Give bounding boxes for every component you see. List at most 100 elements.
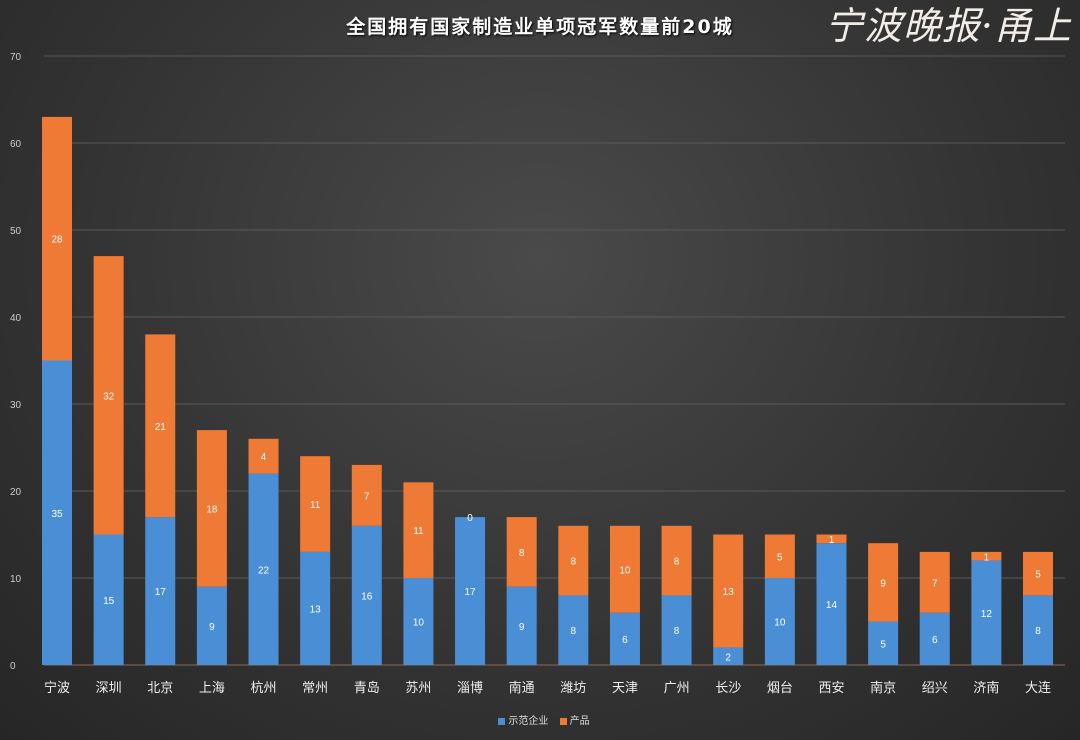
y-tick-label: 0 — [10, 661, 16, 672]
bar-product — [816, 534, 847, 544]
legend-label-enterprise: 示范企业 — [508, 716, 549, 727]
x-tick-label: 潍坊 — [560, 681, 586, 696]
x-tick-label: 长沙 — [715, 681, 741, 696]
bar-product — [93, 256, 124, 535]
bar-enterprise — [300, 551, 331, 665]
bar-product — [403, 482, 434, 578]
data-label: 10 — [619, 565, 631, 576]
data-label: 4 — [261, 452, 267, 463]
data-label: 0 — [467, 513, 473, 524]
y-tick-label: 20 — [10, 487, 22, 498]
chart-title: 全国拥有国家制造业单项冠军数量前20城 — [346, 16, 734, 38]
bar-product — [351, 464, 382, 526]
bar-enterprise — [93, 534, 124, 665]
bar-enterprise — [145, 517, 176, 665]
data-label: 21 — [155, 422, 167, 433]
bar-enterprise — [816, 543, 847, 665]
y-tick-label: 70 — [10, 52, 22, 63]
x-tick-label: 宁波 — [44, 680, 70, 696]
bar-enterprise — [661, 595, 692, 665]
bar-enterprise — [919, 612, 950, 665]
x-tick-label: 深圳 — [96, 681, 122, 696]
bar-enterprise — [868, 621, 899, 665]
bar-enterprise — [506, 586, 537, 665]
data-label: 5 — [777, 552, 783, 563]
bar-enterprise — [1023, 595, 1053, 665]
bar-product — [300, 456, 331, 552]
data-label: 16 — [361, 591, 373, 602]
x-tick-label: 大连 — [1025, 680, 1051, 696]
data-label: 8 — [1035, 626, 1041, 637]
data-label: 28 — [51, 235, 63, 246]
data-label: 7 — [932, 578, 938, 589]
bar-enterprise — [713, 647, 744, 665]
data-label: 6 — [932, 635, 938, 646]
bar-product — [764, 534, 795, 578]
bar-enterprise — [764, 578, 795, 665]
y-tick-label: 30 — [10, 400, 22, 411]
bar-product — [919, 551, 950, 613]
bar-enterprise — [609, 612, 640, 665]
bar-enterprise — [351, 525, 382, 665]
data-label: 12 — [981, 609, 993, 620]
x-tick-label: 北京 — [147, 681, 173, 696]
x-tick-label: 西安 — [818, 681, 844, 696]
bar-product — [42, 116, 72, 361]
bar-enterprise — [196, 586, 227, 665]
data-label: 11 — [310, 500, 321, 511]
data-label: 8 — [571, 626, 577, 637]
data-label: 6 — [622, 635, 628, 646]
data-label: 5 — [1035, 570, 1041, 581]
bar-product — [248, 438, 279, 474]
bar-product — [661, 525, 692, 596]
legend-swatch-enterprise — [498, 717, 506, 725]
bar-enterprise — [403, 578, 434, 665]
legend: 示范企业 产品 — [0, 712, 1080, 727]
data-label: 22 — [258, 565, 270, 576]
bar-enterprise — [42, 360, 72, 665]
data-label: 9 — [209, 622, 215, 633]
data-label: 14 — [826, 600, 838, 611]
data-label: 35 — [51, 509, 63, 520]
data-label: 13 — [723, 587, 735, 598]
data-label: 10 — [774, 618, 786, 629]
bar-product — [506, 517, 537, 587]
data-label: 8 — [674, 626, 680, 637]
x-tick-label: 常州 — [302, 681, 328, 696]
x-tick-label: 南通 — [509, 680, 535, 696]
data-label: 17 — [155, 587, 167, 598]
data-label: 1 — [829, 535, 835, 546]
data-label: 10 — [413, 618, 425, 629]
data-label: 13 — [310, 604, 322, 615]
data-label: 8 — [571, 557, 577, 568]
bar-product — [1023, 551, 1053, 596]
x-tick-label: 南京 — [870, 680, 896, 696]
data-label: 17 — [464, 587, 476, 598]
bar-product — [609, 525, 640, 613]
data-label: 11 — [413, 526, 424, 537]
data-label: 32 — [103, 391, 115, 402]
data-label: 9 — [880, 578, 886, 589]
bar-product — [713, 534, 744, 648]
bar-enterprise — [558, 595, 589, 665]
bar-product — [145, 334, 176, 518]
bar-product — [558, 525, 589, 596]
data-label: 18 — [206, 504, 218, 515]
data-label: 2 — [725, 652, 731, 663]
data-label: 15 — [103, 596, 115, 607]
x-tick-label: 苏州 — [405, 680, 431, 696]
bar-product — [971, 551, 1002, 561]
y-tick-label: 10 — [10, 574, 22, 585]
bar-enterprise — [455, 517, 486, 665]
data-label: 5 — [880, 639, 886, 650]
x-tick-label: 杭州 — [251, 681, 277, 696]
x-tick-label: 绍兴 — [922, 681, 948, 696]
data-label: 8 — [674, 557, 680, 568]
x-tick-label: 济南 — [973, 680, 999, 696]
data-label: 8 — [519, 548, 525, 559]
legend-label-product: 产品 — [569, 716, 590, 727]
y-tick-label: 50 — [10, 226, 22, 237]
x-tick-label: 烟台 — [767, 681, 793, 696]
watermark-logo: 宁波晚报·甬上 — [824, 4, 1072, 48]
